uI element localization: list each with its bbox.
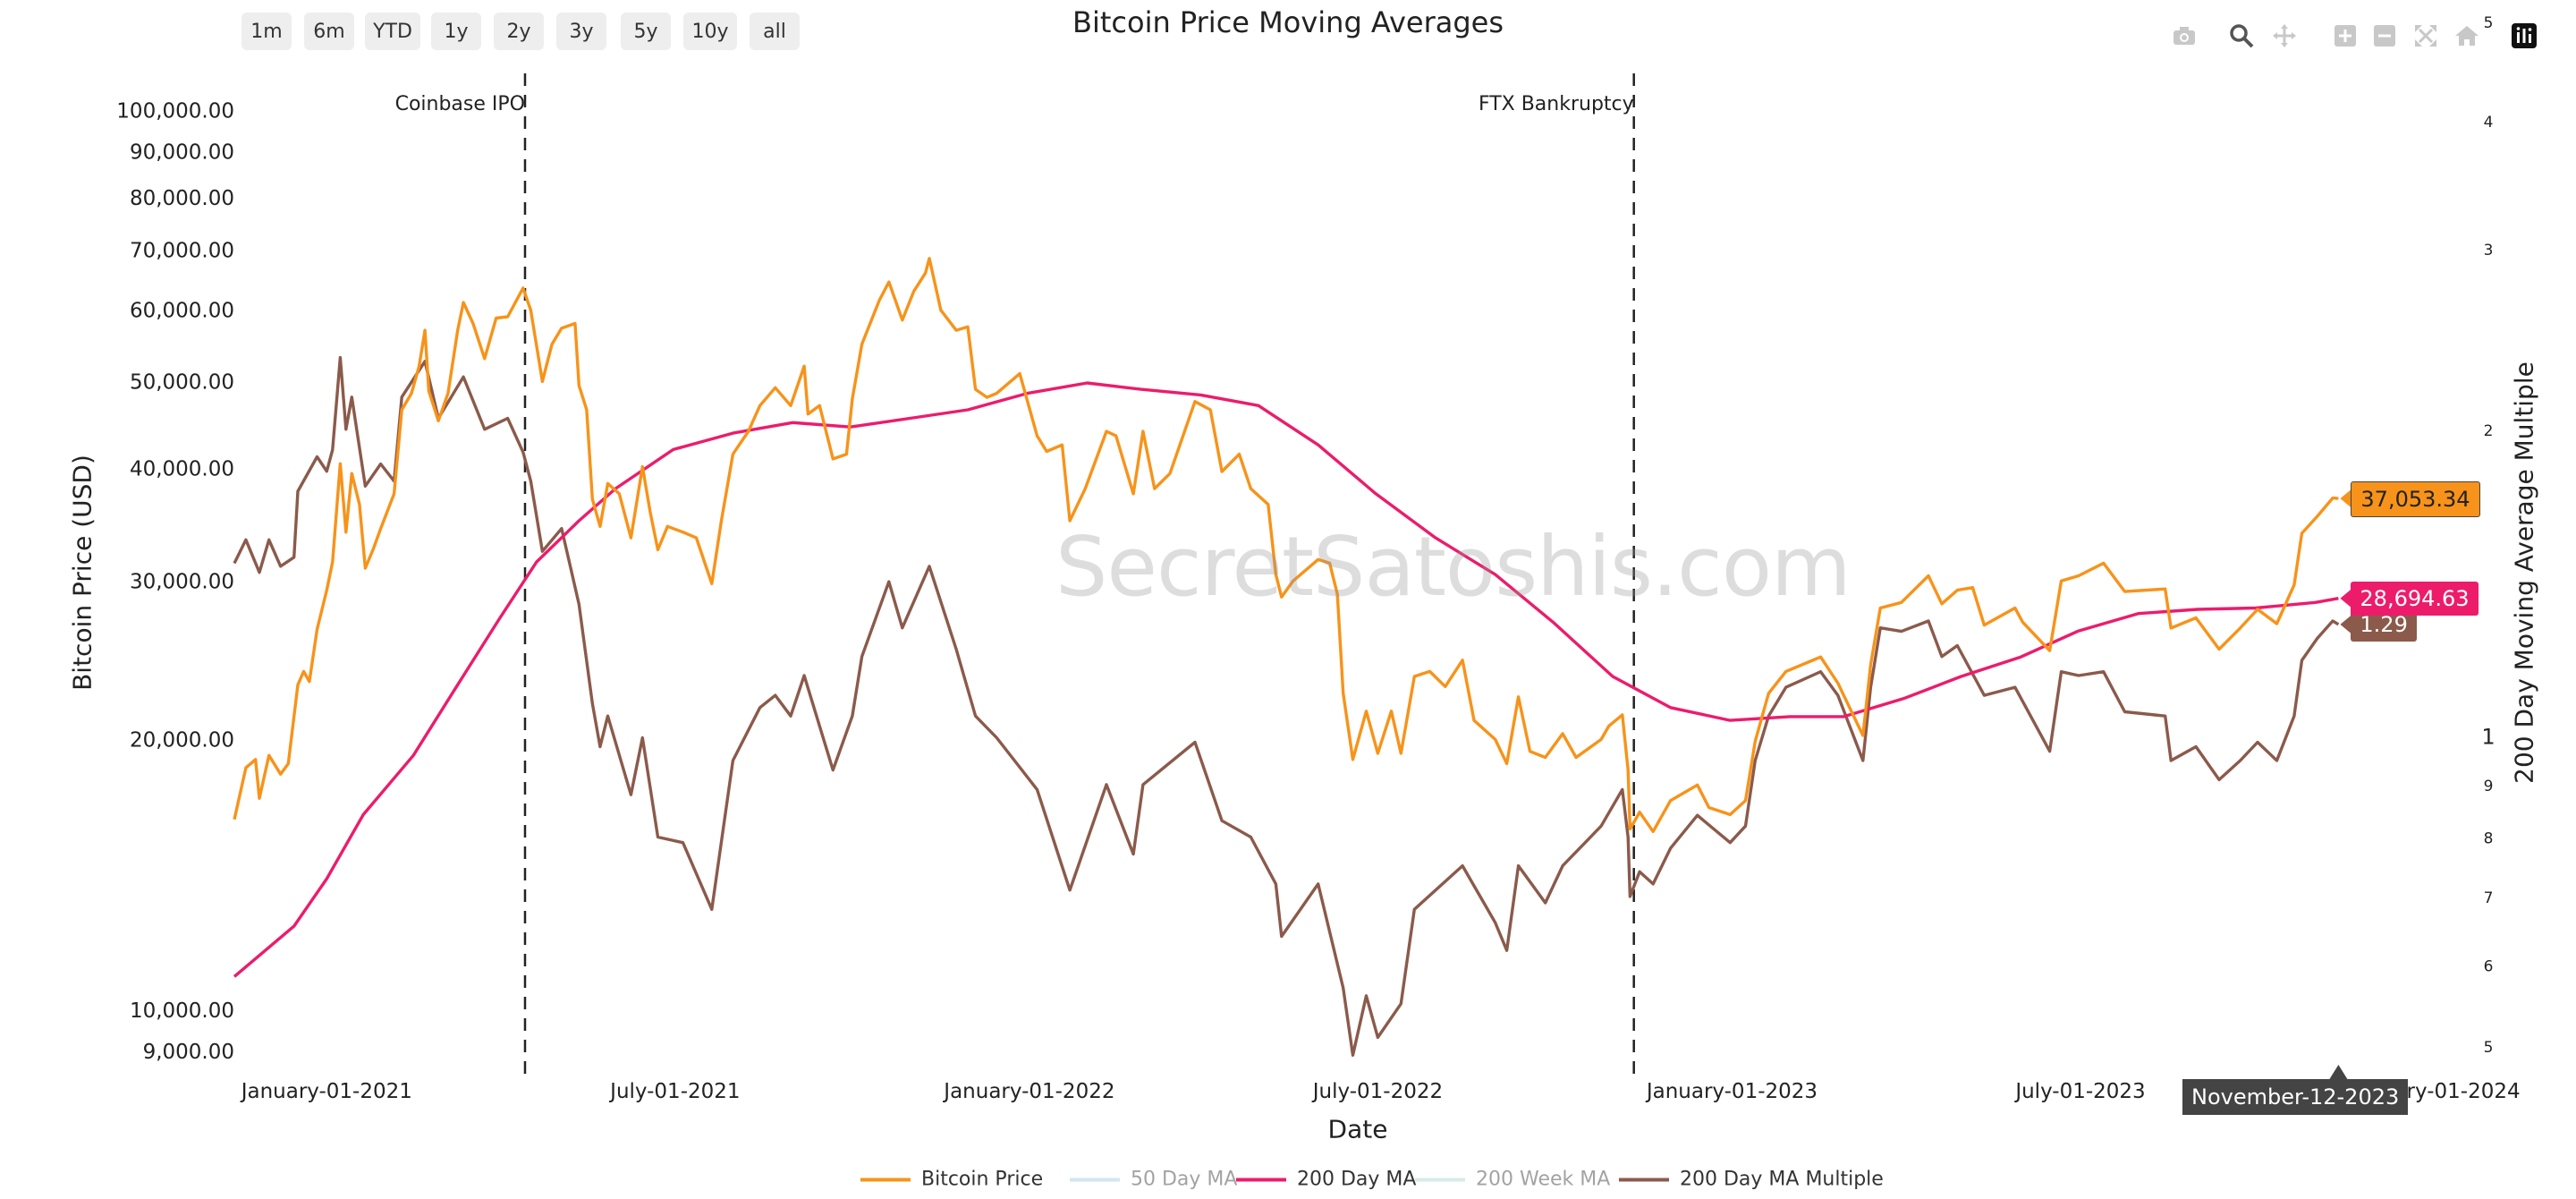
y-tick-label: 10,000.00 [130,999,234,1023]
y-axis: 9,000.00 10,000.00 20,000.00 30,000.00 40,00… [116,100,234,1064]
range-button-2y[interactable]: 2y [494,13,544,50]
legend-swatch [1236,1178,1286,1181]
y2-tick-label: 7 [2484,889,2494,907]
legend-label: 50 Day MA [1131,1168,1238,1191]
annotation-layer [523,73,1635,1074]
y2-tick-label: 1 [2481,724,2495,749]
y-tick-label: 20,000.00 [130,728,234,752]
y2-tick-label: 9 [2484,778,2494,795]
legend-item-200-day-ma-multiple[interactable]: 200 Day MA Multiple [1619,1169,1884,1191]
y-tick-label: 90,000.00 [130,141,234,165]
series-line-200-day-ma [233,381,2339,978]
legend-item-200-week-ma[interactable]: 200 Week MA [1415,1169,1610,1191]
annotation-label: FTX Bankruptcy [1478,93,1634,115]
legend-item-50-day-ma[interactable]: 50 Day MA [1070,1169,1237,1191]
x-tick-label: July-01-2023 [2013,1080,2145,1103]
y-tick-label: 30,000.00 [130,570,234,593]
x-axis: January-01-2021 July-01-2021 January-01-20… [240,1080,2521,1103]
y2-tick-label: 8 [2484,829,2494,847]
range-button-ytd[interactable]: YTD [365,13,420,50]
x-axis-title: Date [1327,1114,1388,1144]
hover-pointer [2329,1065,2348,1079]
camera-icon[interactable] [2165,16,2204,55]
x-tick-label: July-01-2022 [1311,1080,1443,1103]
legend-swatch [860,1178,911,1181]
y2-axis: 5678912345678910234 [2481,14,2495,1057]
y-tick-label: 50,000.00 [130,370,234,394]
value-tag-pointer [2340,615,2351,634]
y-tick-label: 70,000.00 [130,239,234,262]
legend-swatch [1415,1178,1465,1181]
range-button-5y[interactable]: 5y [621,13,671,50]
x-tick-label: July-01-2021 [608,1080,740,1103]
y-tick-label: 60,000.00 [130,300,234,323]
watermark: SecretSatoshis.com [1055,519,1852,615]
legend-item-bitcoin-price[interactable]: Bitcoin Price [860,1169,1043,1191]
y-tick-label: 40,000.00 [130,458,234,481]
series-layer [233,257,2351,1079]
zoom-in-icon[interactable] [2326,16,2365,55]
y-axis-title: Bitcoin Price (USD) [67,455,97,691]
zoom-out-icon[interactable] [2365,16,2404,55]
y-tick-label: 100,000.00 [116,100,234,123]
value-tag-bitcoin-price: 37,053.34 [2351,481,2480,518]
zoom-icon[interactable] [2222,16,2261,55]
series-line-200-day-ma-multiple [233,355,2340,1057]
legend-item-200-day-ma[interactable]: 200 Day MA [1236,1169,1416,1191]
series-line-bitcoin-price [233,257,2339,833]
range-button-1m[interactable]: 1m [242,13,292,50]
plotly-logo-icon[interactable] [2504,16,2544,55]
y2-tick-label: 3 [2484,242,2494,259]
y-tick-label: 80,000.00 [130,187,234,210]
value-tag-pointer [2340,589,2351,608]
y2-axis-title: 200 Day Moving Average Multiple [2509,361,2539,784]
chart-title: Bitcoin Price Moving Averages [1072,5,1504,39]
x-tick-label: January-01-2023 [1645,1080,1818,1103]
range-button-10y[interactable]: 10y [683,13,737,50]
x-tick-label: January-01-2022 [942,1080,1114,1103]
legend-label: Bitcoin Price [921,1168,1044,1191]
x-tick-label: January-01-2021 [240,1080,412,1103]
range-button-6m[interactable]: 6m [304,13,354,50]
legend-label: 200 Day MA [1297,1168,1417,1191]
legend-label: 200 Day MA Multiple [1680,1168,1884,1191]
y2-tick-label: 5 [2484,1039,2494,1057]
y2-tick-label: 6 [2484,958,2494,976]
y2-tick-label: 4 [2484,114,2494,132]
hover-date-label: November-12-2023 [2182,1079,2409,1115]
value-tag-200-day-ma: 28,694.63 [2351,581,2479,616]
range-button-3y[interactable]: 3y [556,13,606,50]
y-tick-label: 9,000.00 [143,1041,234,1064]
range-button-all[interactable]: all [750,13,800,50]
annotation-label: Coinbase IPO [394,93,525,115]
home-icon[interactable] [2447,16,2487,55]
y2-tick-label: 2 [2484,422,2494,440]
range-button-1y[interactable]: 1y [431,13,481,50]
legend-swatch [1619,1178,1669,1181]
legend-label: 200 Week MA [1476,1168,1611,1191]
autoscale-icon[interactable] [2406,16,2445,55]
legend-swatch [1070,1178,1120,1181]
value-tag-pointer [2340,489,2351,508]
y2-tick-label: 5 [2484,14,2494,32]
pan-icon[interactable] [2265,16,2304,55]
